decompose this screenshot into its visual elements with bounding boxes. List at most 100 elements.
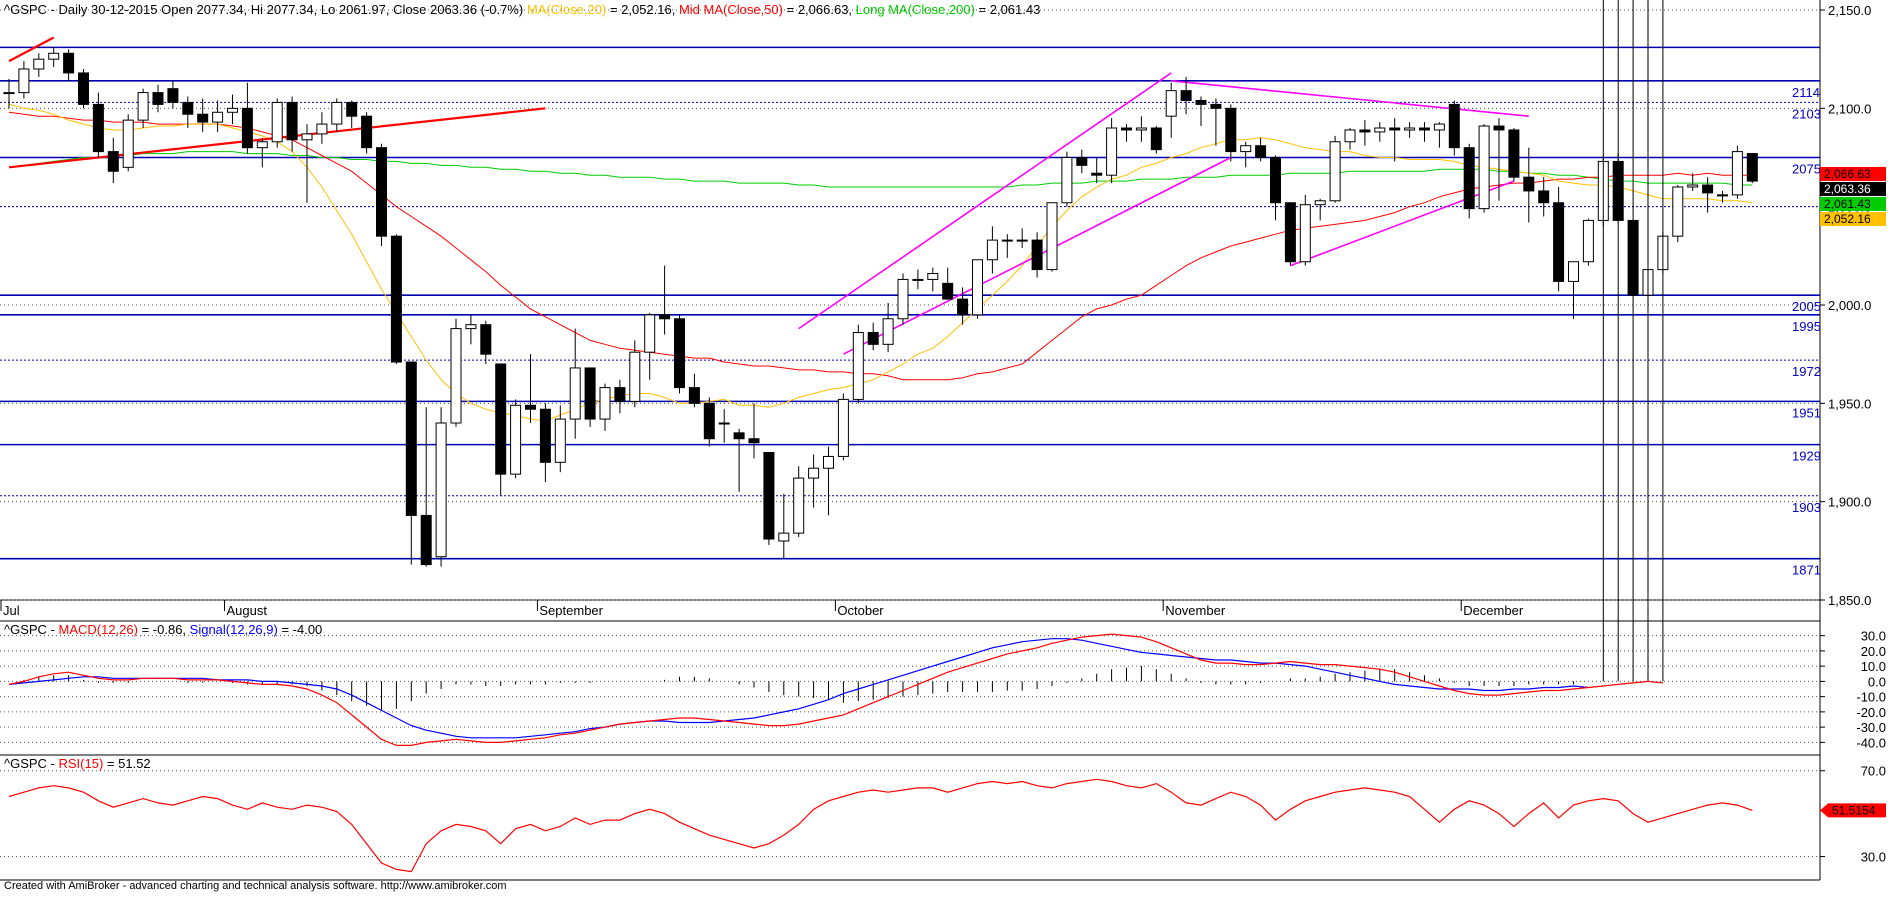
candle-up[interactable] xyxy=(48,52,60,60)
candle-up[interactable] xyxy=(1731,151,1743,196)
candle-down[interactable] xyxy=(78,72,89,105)
candle-up[interactable] xyxy=(465,324,477,330)
candle-down[interactable] xyxy=(942,282,954,300)
candle-up[interactable] xyxy=(1240,145,1252,153)
candle-up[interactable] xyxy=(316,123,328,135)
candle-down[interactable] xyxy=(1493,125,1505,131)
candle-down[interactable] xyxy=(867,332,879,345)
candle-up[interactable] xyxy=(1374,127,1386,133)
candle-down[interactable] xyxy=(241,107,253,149)
candle-up[interactable] xyxy=(1016,239,1028,242)
candle-up[interactable] xyxy=(629,351,641,402)
candle-down[interactable] xyxy=(390,235,402,363)
candle-up[interactable] xyxy=(510,404,522,475)
candle-up[interactable] xyxy=(986,239,998,261)
candle-up[interactable] xyxy=(569,367,581,420)
candle-down[interactable] xyxy=(480,324,492,355)
candle-down[interactable] xyxy=(1225,107,1237,153)
candle-up[interactable] xyxy=(837,398,849,457)
candle-down[interactable] xyxy=(1121,127,1132,131)
candle-up[interactable] xyxy=(912,278,924,281)
candle-up[interactable] xyxy=(450,328,462,424)
candle-down[interactable] xyxy=(1746,153,1758,182)
candle-down[interactable] xyxy=(63,52,75,74)
candle-up[interactable] xyxy=(1433,123,1445,131)
candle-down[interactable] xyxy=(659,314,671,320)
candle-up[interactable] xyxy=(331,101,343,125)
candle-up[interactable] xyxy=(1672,186,1684,237)
candle-up[interactable] xyxy=(271,101,283,143)
candle-down[interactable] xyxy=(1180,90,1192,101)
candle-down[interactable] xyxy=(1091,172,1103,176)
candle-down[interactable] xyxy=(614,387,626,402)
candle-down[interactable] xyxy=(1284,202,1296,263)
candle-down[interactable] xyxy=(1702,184,1714,194)
candle-up[interactable] xyxy=(1061,157,1073,204)
candle-up[interactable] xyxy=(644,314,656,353)
candle-up[interactable] xyxy=(227,107,238,113)
candle-up[interactable] xyxy=(1329,141,1341,202)
candle-down[interactable] xyxy=(733,432,745,440)
candle-down[interactable] xyxy=(1419,127,1430,131)
candle-down[interactable] xyxy=(405,361,417,516)
candle-up[interactable] xyxy=(1106,127,1118,176)
candle-down[interactable] xyxy=(197,113,209,123)
candle-up[interactable] xyxy=(808,467,820,479)
candle-up[interactable] xyxy=(1687,184,1699,188)
candle-up[interactable] xyxy=(882,318,894,345)
candle-down[interactable] xyxy=(92,103,104,153)
candle-down[interactable] xyxy=(703,402,715,440)
candle-up[interactable] xyxy=(1299,204,1311,263)
candle-down[interactable] xyxy=(182,101,194,115)
candle-up[interactable] xyxy=(18,68,30,94)
candle-up[interactable] xyxy=(1404,127,1416,131)
candle-up[interactable] xyxy=(554,418,566,463)
candle-down[interactable] xyxy=(152,92,164,105)
candle-up[interactable] xyxy=(1001,239,1013,242)
candle-up[interactable] xyxy=(1314,200,1326,206)
candle-down[interactable] xyxy=(1359,129,1371,133)
candle-up[interactable] xyxy=(1582,219,1594,263)
candle-down[interactable] xyxy=(748,438,760,444)
candle-up[interactable] xyxy=(852,332,864,400)
candle-down[interactable] xyxy=(1076,157,1088,166)
candle-up[interactable] xyxy=(1478,125,1490,210)
candle-down[interactable] xyxy=(1270,157,1281,204)
candle-down[interactable] xyxy=(1463,147,1475,210)
candle-up[interactable] xyxy=(301,133,313,141)
candle-down[interactable] xyxy=(1210,103,1222,109)
candle-down[interactable] xyxy=(525,404,536,410)
candle-up[interactable] xyxy=(1135,127,1147,131)
candle-up[interactable] xyxy=(599,387,611,420)
candle-down[interactable] xyxy=(1195,99,1207,105)
candle-down[interactable] xyxy=(167,88,179,103)
candle-up[interactable] xyxy=(435,422,447,558)
candle-down[interactable] xyxy=(420,514,432,566)
candle-down[interactable] xyxy=(674,318,685,389)
candle-up[interactable] xyxy=(718,422,730,425)
candle-down[interactable] xyxy=(1389,127,1401,131)
candle-up[interactable] xyxy=(1165,90,1177,117)
candle-down[interactable] xyxy=(1448,103,1460,149)
candle-down[interactable] xyxy=(584,367,596,420)
candle-down[interactable] xyxy=(286,101,298,141)
candle-down[interactable] xyxy=(346,101,358,117)
candle-down[interactable] xyxy=(688,387,700,404)
candle-up[interactable] xyxy=(972,259,983,316)
candle-down[interactable] xyxy=(1150,127,1162,151)
candle-down[interactable] xyxy=(1538,190,1550,204)
candle-up[interactable] xyxy=(823,455,834,469)
candle-down[interactable] xyxy=(1031,239,1043,271)
candle-down[interactable] xyxy=(1255,145,1267,158)
candle-down[interactable] xyxy=(763,452,775,540)
candle-up[interactable] xyxy=(1568,261,1579,282)
candle-down[interactable] xyxy=(957,298,969,316)
candle-up[interactable] xyxy=(3,92,15,95)
candle-up[interactable] xyxy=(256,141,268,149)
candle-up[interactable] xyxy=(1717,194,1728,197)
candle-up[interactable] xyxy=(1344,129,1356,143)
candle-up[interactable] xyxy=(793,477,805,534)
candle-up[interactable] xyxy=(33,58,45,70)
candle-down[interactable] xyxy=(1553,202,1565,282)
candle-up[interactable] xyxy=(1046,202,1058,271)
